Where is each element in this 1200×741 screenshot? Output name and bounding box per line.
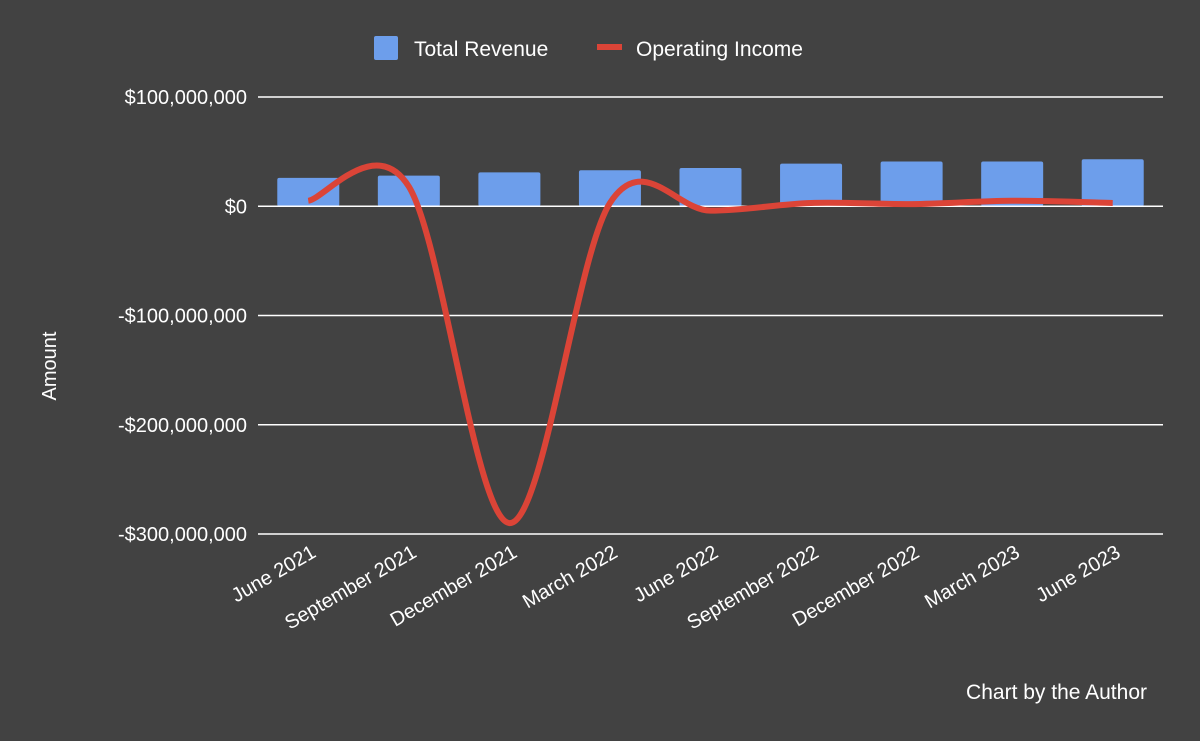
y-axis-tick-labels: $100,000,000 $0 -$100,000,000 -$200,000,000…	[118, 87, 247, 546]
x-tick-label: June 2022	[630, 541, 722, 607]
line-series-operating-income	[307, 162, 1113, 527]
line-operating-income	[307, 162, 1113, 527]
legend-swatch-total-revenue	[374, 36, 398, 60]
x-tick-label: March 2023	[921, 541, 1023, 613]
gridlines	[258, 96, 1163, 535]
y-tick-label: -$300,000,000	[118, 524, 247, 546]
x-tick-label: June 2021	[228, 541, 320, 607]
bar-total-revenue	[679, 168, 742, 207]
bar-total-revenue	[880, 161, 943, 207]
bar-series-total-revenue	[277, 159, 1144, 207]
y-tick-label: $0	[225, 196, 247, 218]
bar-total-revenue	[277, 177, 340, 207]
x-tick-label: March 2022	[519, 541, 621, 613]
bar-total-revenue	[1081, 159, 1144, 207]
y-tick-label: -$200,000,000	[118, 415, 247, 437]
legend-swatch-operating-income	[597, 44, 622, 50]
legend-label-operating-income: Operating Income	[636, 38, 803, 61]
bar-total-revenue	[578, 170, 641, 207]
legend-label-total-revenue: Total Revenue	[414, 38, 548, 61]
bar-total-revenue	[780, 163, 843, 207]
legend: Total Revenue Operating Income	[374, 36, 803, 61]
y-axis-title: Amount	[39, 331, 61, 400]
x-tick-label: June 2023	[1032, 541, 1124, 607]
chart-credit: Chart by the Author	[966, 681, 1147, 704]
bar-total-revenue	[981, 161, 1044, 207]
y-tick-label: -$100,000,000	[118, 306, 247, 328]
y-tick-label: $100,000,000	[125, 87, 247, 109]
bar-total-revenue	[478, 172, 541, 207]
